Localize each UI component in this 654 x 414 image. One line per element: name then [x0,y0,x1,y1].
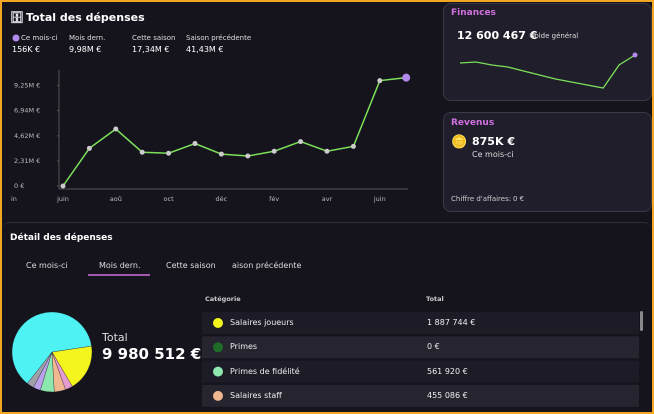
sparkline-end [632,52,638,58]
finances-value: 12 600 467 € [457,29,538,42]
expenses-panel [2,2,432,212]
tab[interactable]: Mois dern. [99,261,141,270]
tab[interactable]: Cette saison [166,261,216,270]
finances-panel [443,3,652,101]
table-header: Total [426,295,444,303]
ca-value: 0 € [513,195,525,203]
row-color [213,318,223,328]
x-tick-label: juin [373,195,386,203]
tab[interactable]: Ce mois-ci [26,261,68,270]
y-tick-label: 2,31M € [14,157,40,165]
point [113,126,119,132]
y-tick-label: 0 € [14,182,24,190]
x-tick-label: oct [164,195,175,203]
point [60,183,66,189]
point [298,139,304,145]
x-tick-label: avr [322,195,333,203]
row-name: Salaires joueurs [230,318,294,327]
stat-value: 9,98M € [69,45,102,54]
line [62,76,407,187]
stat-label: Saison précédente [186,34,252,42]
ca-label: Chiffre d'affaires: [451,195,512,203]
scrollbar [640,311,643,331]
sparkline [459,54,636,89]
point [377,78,383,84]
row-color [213,342,223,353]
stat-value: 156K € [12,45,41,54]
y-tick-label: 6,94M € [14,107,40,115]
table-row [202,336,639,359]
total-label: Total [102,331,128,344]
finances-title: Finances [451,8,496,18]
row-total: 455 086 € [427,390,468,400]
table-row [202,384,639,407]
pie-slice [51,345,93,387]
row-color [213,366,223,377]
point [245,153,251,159]
pie-slice [11,311,92,384]
point [271,148,277,154]
point [350,143,356,149]
point [166,150,172,156]
x-tick-label: fév [269,195,279,203]
revenus-value: 875K € [472,135,515,148]
point [192,141,198,147]
row-total: 0 € [427,342,440,352]
tab[interactable]: aison précédente [232,261,302,270]
revenus-label: Ce mois-ci [472,150,514,159]
point [86,145,92,151]
y-tick-label: 9,25M € [14,82,40,90]
revenus-icon: 🪙 [451,135,468,150]
point [402,73,411,82]
x-tick-label: aoû [110,195,122,203]
stat-label: Mois dern. [69,34,106,42]
y-tick-label: 4,62M € [14,132,40,140]
details-title: Détail des dépenses [10,233,113,243]
stat-value: 17,34M € [132,45,170,54]
table-row [202,312,639,334]
expenses-title: Total des dépenses [26,11,145,24]
row-total: 561 920 € [427,366,468,376]
stat-label: Ce mois-ci [21,34,58,42]
x-tick-label: déc [216,195,228,203]
row-color [213,390,223,401]
row-name: Salaires staff [230,390,282,400]
finances-label: Solde général [530,32,579,40]
stat-dot [12,34,20,42]
x-tick-label: in [11,195,17,203]
point [218,151,224,157]
stat-value: 41,43M € [186,45,224,54]
x-tick-label: juin [56,195,69,203]
row-name: Primes de fidélité [230,366,300,376]
expenses-icon: 🗄 [10,11,24,24]
stat-label: Cette saison [132,34,176,42]
revenus-title: Revenus [451,118,495,128]
row-name: Primes [230,342,258,352]
total-value: 9 980 512 € [102,345,202,363]
row-total: 1 887 744 € [427,318,476,327]
table-header: Catégorie [205,295,241,303]
table-row [202,360,639,383]
point [139,149,145,155]
revenus-panel [443,112,652,212]
point [324,148,330,154]
